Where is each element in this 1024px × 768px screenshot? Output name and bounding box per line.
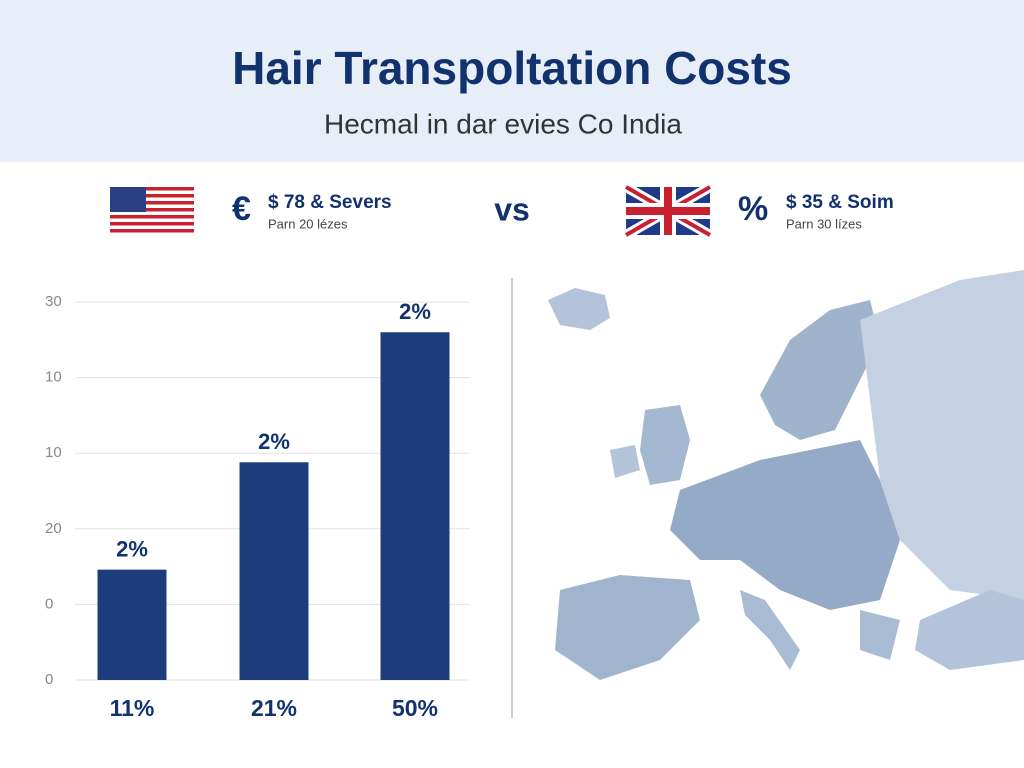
header-band — [0, 0, 1024, 162]
x-tick-label: 50% — [392, 695, 438, 721]
y-tick-label: 10 — [45, 444, 62, 461]
right-symbol: % — [738, 190, 768, 228]
y-tick-label: 0 — [45, 595, 53, 612]
y-tick-label: 30 — [45, 293, 62, 310]
x-tick-label: 11% — [110, 695, 155, 721]
europe-map — [548, 270, 1024, 680]
bar-label: 2% — [116, 536, 148, 561]
bar — [380, 332, 450, 680]
bar-label: 2% — [258, 429, 290, 454]
x-tick-label: 21% — [251, 695, 297, 721]
chart-subtitle: Hecmal in dar evies Co India — [324, 108, 682, 139]
left-note: Parn 20 lézes — [268, 216, 348, 231]
vs-label: vs — [494, 191, 530, 227]
left-price: $ 78 & Severs — [268, 192, 392, 213]
chart-title: Hair Transpoltation Costs — [232, 42, 792, 94]
us-flag — [110, 187, 194, 233]
bar — [239, 462, 309, 680]
right-price: $ 35 & Soim — [786, 192, 894, 213]
bar — [97, 569, 167, 680]
y-tick-label: 20 — [45, 520, 62, 537]
bar-label: 2% — [399, 299, 431, 324]
left-symbol: € — [232, 190, 251, 228]
right-note: Parn 30 lízes — [786, 216, 862, 231]
y-tick-label: 0 — [45, 671, 53, 688]
uk-flag — [623, 182, 713, 240]
y-tick-label: 10 — [45, 369, 62, 386]
